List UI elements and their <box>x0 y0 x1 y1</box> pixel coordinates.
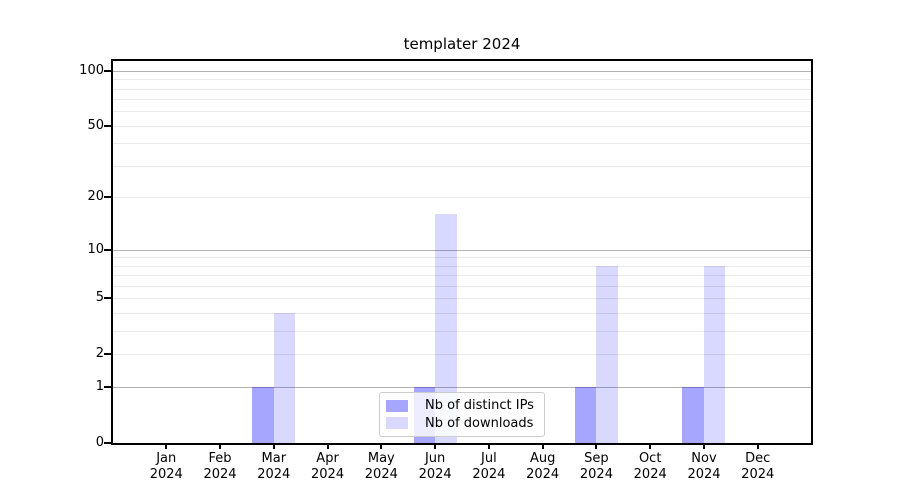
x-tick-mark <box>756 443 759 449</box>
legend: Nb of distinct IPs Nb of downloads <box>379 392 545 437</box>
bar-downloads <box>273 313 296 443</box>
x-tick-mark <box>326 443 329 449</box>
x-tick-mark <box>165 443 168 449</box>
legend-label-distinct-ips: Nb of distinct IPs <box>425 398 534 414</box>
y-tick-mark <box>104 442 111 444</box>
x-tick-label-year: 2024 <box>149 467 183 482</box>
gridline-minor <box>113 275 811 277</box>
y-tick-mark <box>104 69 111 72</box>
bar-downloads <box>596 265 618 443</box>
x-tick-label-month: Feb <box>208 451 232 466</box>
x-tick-label-month: Aug <box>529 451 556 466</box>
gridline-minor <box>113 331 811 333</box>
gridline-minor <box>113 354 811 356</box>
y-tick-mark <box>104 124 111 127</box>
x-tick-label-year: 2024 <box>311 467 345 482</box>
x-tick-label-year: 2024 <box>203 467 237 482</box>
x-tick-mark <box>541 443 544 449</box>
gridline-minor <box>113 88 811 90</box>
x-tick-label-month: Oct <box>638 451 662 466</box>
y-tick-label: 5 <box>95 290 104 306</box>
x-tick-label-year: 2024 <box>526 467 560 482</box>
bar-distinct-ips <box>574 387 597 443</box>
x-tick-mark <box>595 443 598 449</box>
x-tick-label-month: Jan <box>156 451 177 466</box>
x-tick-label-year: 2024 <box>633 467 667 482</box>
x-tick-label-year: 2024 <box>687 467 721 482</box>
x-tick-label-year: 2024 <box>257 467 291 482</box>
x-tick-label-year: 2024 <box>364 467 398 482</box>
gridline-major <box>113 70 811 72</box>
x-tick-mark <box>272 443 275 449</box>
y-tick-mark <box>104 196 111 199</box>
x-tick-label-month: Dec <box>745 451 771 466</box>
x-tick-mark <box>434 443 437 449</box>
y-tick-mark <box>104 297 111 300</box>
x-tick-label-month: Mar <box>261 451 287 466</box>
bar-distinct-ips <box>252 387 274 443</box>
x-tick-label-month: Jun <box>424 451 446 466</box>
chart-title: templater 2024 <box>403 35 521 53</box>
legend-item-distinct-ips: Nb of distinct IPs <box>386 397 536 414</box>
gridline-minor <box>113 257 811 259</box>
gridline-minor <box>113 111 811 113</box>
y-tick-label: 50 <box>87 117 104 133</box>
x-tick-label-year: 2024 <box>741 467 775 482</box>
x-tick-mark <box>219 443 221 449</box>
x-tick-mark <box>380 443 383 449</box>
gridline-minor <box>113 298 811 300</box>
gridline-minor <box>113 99 811 101</box>
y-tick-mark <box>104 386 111 389</box>
x-tick-label-year: 2024 <box>418 467 452 482</box>
gridline-major <box>113 249 811 251</box>
legend-item-downloads: Nb of downloads <box>386 415 536 432</box>
y-tick-label: 2 <box>95 346 104 362</box>
y-tick-label: 1 <box>95 379 104 395</box>
legend-swatch-distinct-ips <box>386 399 408 412</box>
plot-area: Nb of distinct IPs Nb of downloads <box>111 59 813 445</box>
gridline-minor <box>113 166 811 168</box>
gridline-minor <box>113 313 811 315</box>
bar-downloads <box>703 265 726 443</box>
gridline-minor <box>113 79 811 81</box>
gridline-minor <box>113 265 811 267</box>
x-tick-label-month: Jul <box>481 451 497 466</box>
x-tick-mark <box>702 443 705 449</box>
gridline-minor <box>113 286 811 288</box>
y-tick-label: 10 <box>87 241 104 257</box>
x-tick-mark <box>487 443 490 449</box>
x-tick-label-month: Sep <box>584 451 609 466</box>
gridline-minor <box>113 197 811 199</box>
y-tick-label: 0 <box>95 435 104 450</box>
x-tick-label-month: Nov <box>691 451 717 466</box>
x-tick-label-year: 2024 <box>472 467 506 482</box>
gridline-minor <box>113 125 811 127</box>
gridline-minor <box>113 143 811 145</box>
x-tick-label-year: 2024 <box>579 467 613 482</box>
y-tick-label: 20 <box>87 189 104 205</box>
y-tick-mark <box>104 248 111 251</box>
y-tick-mark <box>104 353 111 356</box>
legend-label-downloads: Nb of downloads <box>425 415 534 431</box>
x-tick-label-month: Apr <box>316 451 339 466</box>
y-tick-label: 100 <box>79 62 104 78</box>
bar-downloads <box>435 214 457 443</box>
x-tick-label-month: May <box>367 451 395 466</box>
bar-distinct-ips <box>682 387 704 443</box>
x-tick-mark <box>649 443 652 449</box>
gridline-major <box>113 387 811 389</box>
legend-swatch-downloads <box>386 417 408 430</box>
